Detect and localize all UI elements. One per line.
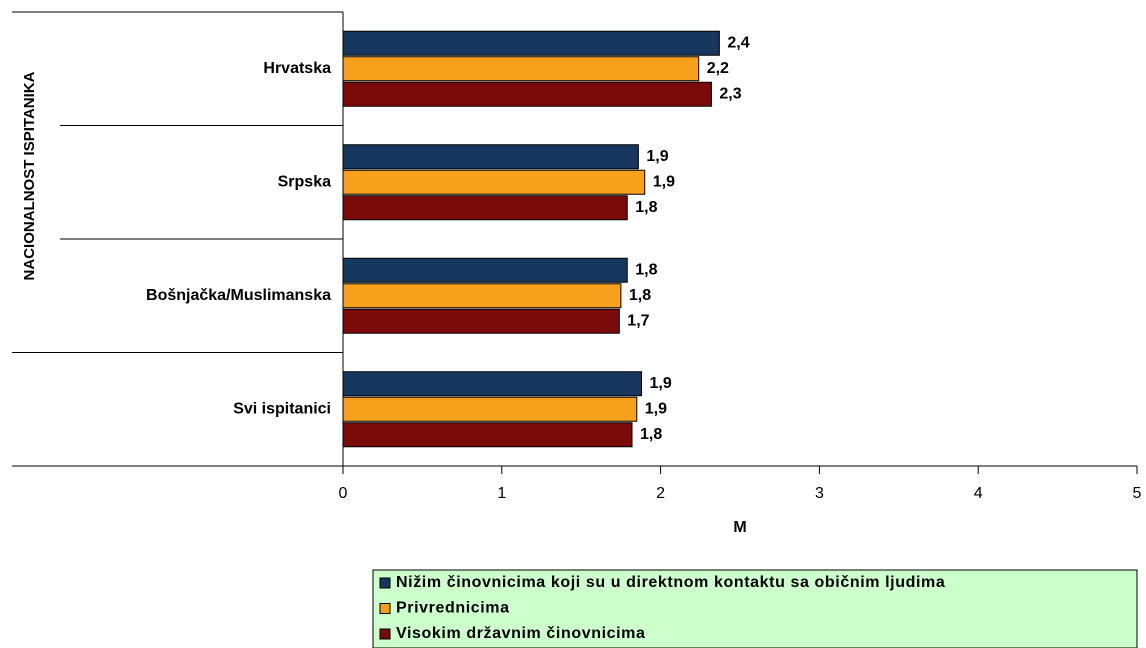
y-tick-label: Svi ispitanici: [233, 400, 331, 417]
legend-box: [372, 569, 1138, 648]
value-label: 1,7: [627, 312, 649, 329]
y-tick-label: Hrvatska: [263, 60, 331, 77]
value-label: 1,9: [653, 173, 675, 190]
x-axis-label: M: [733, 519, 746, 536]
y-tick-label: Bošnjačka/Muslimanska: [146, 287, 331, 304]
value-label: 1,8: [629, 287, 651, 304]
bar: [342, 169, 646, 195]
bar: [342, 30, 720, 56]
value-label: 1,8: [635, 261, 657, 278]
bar: [342, 81, 712, 107]
x-tick-label: 1: [497, 485, 506, 502]
value-label: 1,9: [645, 400, 667, 417]
bar: [342, 396, 638, 422]
bar: [342, 371, 643, 397]
x-tick-label: 2: [656, 485, 665, 502]
legend-label: Privrednicima: [396, 600, 510, 617]
bar: [342, 283, 622, 309]
bar: [342, 195, 628, 221]
legend-label: Nižim činovnicima koji su u direktnom ko…: [396, 574, 945, 591]
x-tick-label: 3: [815, 485, 824, 502]
legend-swatch: [379, 577, 391, 589]
value-label: 2,3: [719, 85, 741, 102]
value-label: 2,2: [707, 60, 729, 77]
bar: [342, 144, 639, 170]
x-tick-label: 5: [1133, 485, 1142, 502]
legend-swatch: [379, 628, 391, 640]
y-tick-label: Srpska: [278, 173, 331, 190]
legend-label: Visokim državnim činovnicima: [396, 625, 645, 642]
bar: [342, 257, 628, 283]
bar: [342, 308, 620, 334]
value-label: 1,8: [635, 199, 657, 216]
y-axis-label: NACIONALNOST ISPITANIKA: [21, 71, 38, 280]
x-tick-label: 4: [974, 485, 983, 502]
legend-swatch: [379, 603, 391, 614]
value-label: 2,4: [727, 34, 749, 51]
bar: [342, 56, 700, 82]
x-tick-label: 0: [339, 485, 348, 502]
bar: [342, 422, 633, 448]
value-label: 1,9: [650, 375, 672, 392]
value-label: 1,8: [640, 426, 662, 443]
value-label: 1,9: [646, 148, 668, 165]
